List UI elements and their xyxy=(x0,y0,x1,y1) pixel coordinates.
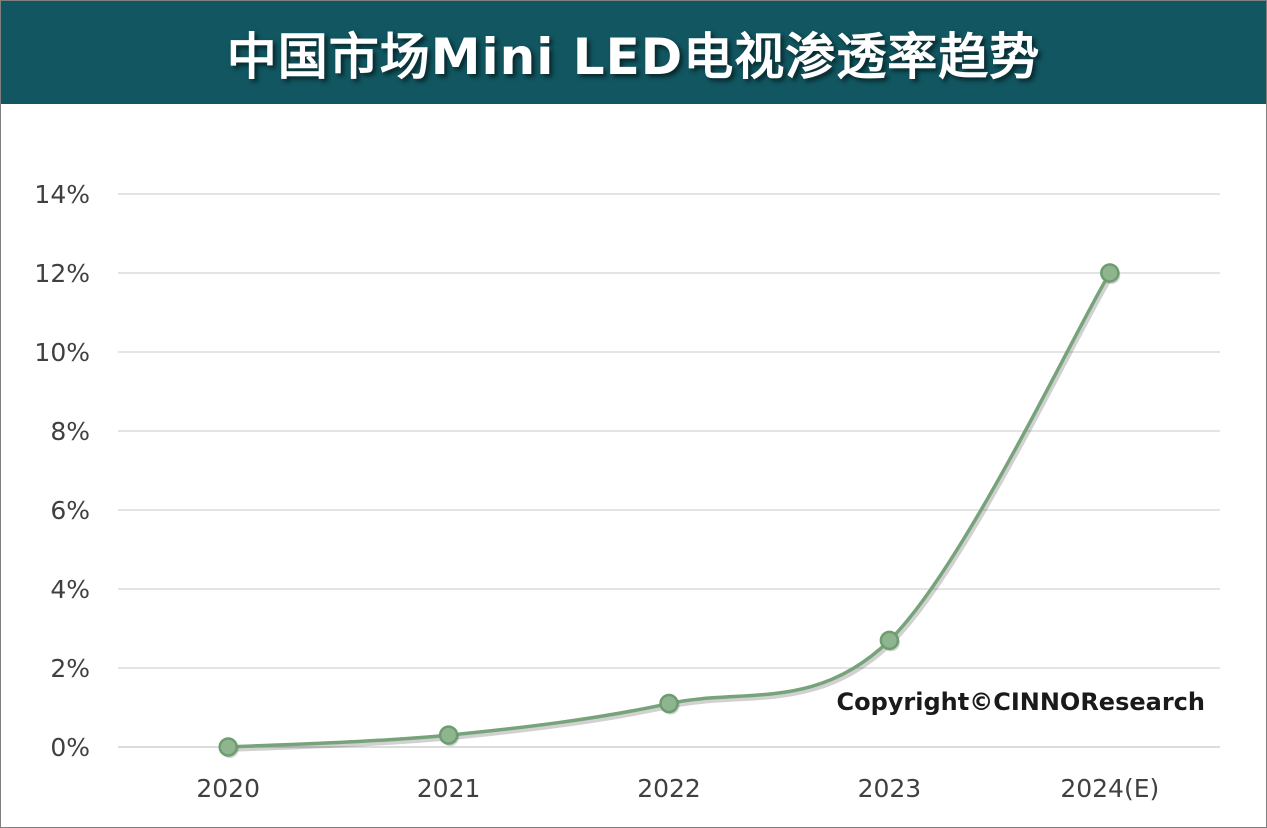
y-axis-ticks: 0% 2% 4% 6% 8% 10% 12% 14% xyxy=(34,180,90,762)
series-layer xyxy=(218,263,1121,758)
y-tick-label: 2% xyxy=(50,654,90,683)
chart-title: 中国市场Mini LED电视渗透率趋势 xyxy=(226,27,1041,86)
x-tick-label: 2020 xyxy=(196,774,260,803)
data-point xyxy=(879,630,900,651)
x-tick-label: 2023 xyxy=(858,774,922,803)
x-tick-label: 2021 xyxy=(417,774,481,803)
data-point xyxy=(1100,263,1120,283)
y-tick-label: 8% xyxy=(50,417,90,446)
data-point xyxy=(659,693,679,714)
series-line xyxy=(228,272,1112,749)
y-tick-label: 0% xyxy=(50,733,90,762)
grid-lines xyxy=(118,193,1220,748)
data-point xyxy=(218,737,238,757)
x-tick-label: 2022 xyxy=(637,774,701,803)
y-tick-label: 14% xyxy=(34,180,90,209)
x-axis-ticks: 2020 2021 2022 2023 2024(E) xyxy=(196,774,1159,803)
title-bar: 中国市场Mini LED电视渗透率趋势 xyxy=(1,1,1266,104)
y-tick-label: 10% xyxy=(34,338,90,367)
y-tick-label: 4% xyxy=(50,575,90,604)
y-tick-label: 12% xyxy=(34,259,90,288)
y-tick-label: 6% xyxy=(50,496,90,525)
data-point xyxy=(438,725,459,745)
series-line-shadow xyxy=(230,274,1114,752)
copyright-annotation: Copyright©CINNOResearch xyxy=(836,688,1205,716)
x-tick-label: 2024(E) xyxy=(1060,774,1159,803)
